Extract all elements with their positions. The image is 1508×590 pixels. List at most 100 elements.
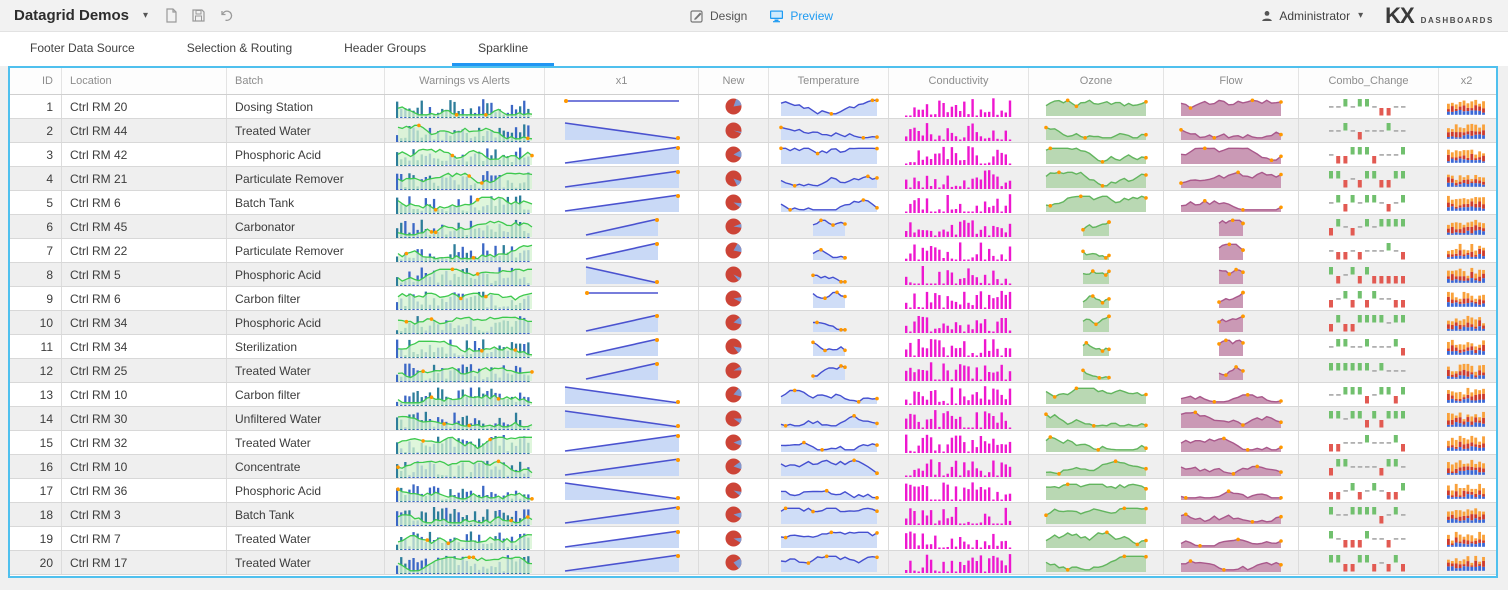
cell-new-sparkline[interactable] [699, 551, 769, 574]
cell-batch[interactable]: Phosphoric Acid [227, 263, 385, 286]
cell-new-sparkline[interactable] [699, 119, 769, 142]
cell-id[interactable]: 9 [10, 287, 62, 310]
cell-x1-sparkline[interactable] [545, 359, 699, 382]
cell-combo_change-sparkline[interactable] [1299, 527, 1439, 550]
cell-x2-sparkline[interactable] [1439, 383, 1494, 406]
cell-id[interactable]: 1 [10, 95, 62, 118]
table-row[interactable]: 15Ctrl RM 32Treated Water [10, 431, 1496, 455]
cell-conductivity-sparkline[interactable] [889, 191, 1029, 214]
cell-batch[interactable]: Treated Water [227, 551, 385, 574]
table-row[interactable]: 8Ctrl RM 5Phosphoric Acid [10, 263, 1496, 287]
cell-new-sparkline[interactable] [699, 167, 769, 190]
column-header-combo_change[interactable]: Combo_Change [1299, 68, 1439, 94]
cell-conductivity-sparkline[interactable] [889, 431, 1029, 454]
cell-batch[interactable]: Phosphoric Acid [227, 479, 385, 502]
cell-location[interactable]: Ctrl RM 3 [62, 503, 227, 526]
cell-batch[interactable]: Treated Water [227, 119, 385, 142]
cell-temperature-sparkline[interactable] [769, 239, 889, 262]
cell-batch[interactable]: Sterilization [227, 335, 385, 358]
cell-x2-sparkline[interactable] [1439, 407, 1494, 430]
cell-new-sparkline[interactable] [699, 383, 769, 406]
tab-selection-routing[interactable]: Selection & Routing [161, 32, 318, 66]
title-dropdown-icon[interactable]: ▾ [143, 10, 148, 21]
cell-x1-sparkline[interactable] [545, 143, 699, 166]
design-button[interactable]: Design [690, 9, 747, 23]
table-row[interactable]: 13Ctrl RM 10Carbon filter [10, 383, 1496, 407]
cell-flow-sparkline[interactable] [1164, 119, 1299, 142]
cell-warnings-sparkline[interactable] [385, 359, 545, 382]
table-row[interactable]: 10Ctrl RM 34Phosphoric Acid [10, 311, 1496, 335]
column-header-flow[interactable]: Flow [1164, 68, 1299, 94]
cell-temperature-sparkline[interactable] [769, 479, 889, 502]
cell-new-sparkline[interactable] [699, 455, 769, 478]
cell-x1-sparkline[interactable] [545, 239, 699, 262]
cell-location[interactable]: Ctrl RM 17 [62, 551, 227, 574]
cell-ozone-sparkline[interactable] [1029, 311, 1164, 334]
table-row[interactable]: 7Ctrl RM 22Particulate Remover [10, 239, 1496, 263]
cell-batch[interactable]: Particulate Remover [227, 239, 385, 262]
cell-temperature-sparkline[interactable] [769, 263, 889, 286]
cell-conductivity-sparkline[interactable] [889, 263, 1029, 286]
cell-flow-sparkline[interactable] [1164, 335, 1299, 358]
cell-ozone-sparkline[interactable] [1029, 479, 1164, 502]
cell-new-sparkline[interactable] [699, 143, 769, 166]
cell-new-sparkline[interactable] [699, 527, 769, 550]
preview-button[interactable]: Preview [769, 9, 833, 23]
cell-ozone-sparkline[interactable] [1029, 215, 1164, 238]
cell-warnings-sparkline[interactable] [385, 287, 545, 310]
cell-temperature-sparkline[interactable] [769, 383, 889, 406]
cell-ozone-sparkline[interactable] [1029, 143, 1164, 166]
cell-id[interactable]: 20 [10, 551, 62, 574]
cell-conductivity-sparkline[interactable] [889, 503, 1029, 526]
cell-combo_change-sparkline[interactable] [1299, 479, 1439, 502]
cell-new-sparkline[interactable] [699, 239, 769, 262]
cell-warnings-sparkline[interactable] [385, 263, 545, 286]
cell-warnings-sparkline[interactable] [385, 407, 545, 430]
column-header-batch[interactable]: Batch [227, 68, 385, 94]
cell-batch[interactable]: Carbon filter [227, 287, 385, 310]
cell-id[interactable]: 13 [10, 383, 62, 406]
cell-location[interactable]: Ctrl RM 5 [62, 263, 227, 286]
cell-ozone-sparkline[interactable] [1029, 527, 1164, 550]
cell-conductivity-sparkline[interactable] [889, 335, 1029, 358]
column-header-location[interactable]: Location [62, 68, 227, 94]
undo-icon[interactable] [218, 8, 233, 23]
new-document-icon[interactable] [164, 8, 179, 23]
table-row[interactable]: 1Ctrl RM 20Dosing Station [10, 95, 1496, 119]
cell-x2-sparkline[interactable] [1439, 95, 1494, 118]
cell-location[interactable]: Ctrl RM 6 [62, 191, 227, 214]
cell-combo_change-sparkline[interactable] [1299, 431, 1439, 454]
cell-location[interactable]: Ctrl RM 7 [62, 527, 227, 550]
cell-flow-sparkline[interactable] [1164, 311, 1299, 334]
table-row[interactable]: 6Ctrl RM 45Carbonator [10, 215, 1496, 239]
cell-ozone-sparkline[interactable] [1029, 551, 1164, 574]
cell-conductivity-sparkline[interactable] [889, 95, 1029, 118]
cell-warnings-sparkline[interactable] [385, 311, 545, 334]
cell-x2-sparkline[interactable] [1439, 527, 1494, 550]
table-row[interactable]: 4Ctrl RM 21Particulate Remover [10, 167, 1496, 191]
cell-warnings-sparkline[interactable] [385, 455, 545, 478]
cell-x2-sparkline[interactable] [1439, 431, 1494, 454]
cell-batch[interactable]: Particulate Remover [227, 167, 385, 190]
cell-x1-sparkline[interactable] [545, 311, 699, 334]
cell-batch[interactable]: Batch Tank [227, 191, 385, 214]
cell-x1-sparkline[interactable] [545, 551, 699, 574]
cell-combo_change-sparkline[interactable] [1299, 503, 1439, 526]
cell-id[interactable]: 10 [10, 311, 62, 334]
cell-flow-sparkline[interactable] [1164, 551, 1299, 574]
cell-location[interactable]: Ctrl RM 32 [62, 431, 227, 454]
cell-combo_change-sparkline[interactable] [1299, 239, 1439, 262]
column-header-x2[interactable]: x2 [1439, 68, 1494, 94]
cell-warnings-sparkline[interactable] [385, 119, 545, 142]
cell-new-sparkline[interactable] [699, 191, 769, 214]
cell-warnings-sparkline[interactable] [385, 503, 545, 526]
cell-conductivity-sparkline[interactable] [889, 239, 1029, 262]
column-header-x1[interactable]: x1 [545, 68, 699, 94]
cell-flow-sparkline[interactable] [1164, 407, 1299, 430]
cell-ozone-sparkline[interactable] [1029, 167, 1164, 190]
cell-combo_change-sparkline[interactable] [1299, 335, 1439, 358]
table-row[interactable]: 12Ctrl RM 25Treated Water [10, 359, 1496, 383]
cell-flow-sparkline[interactable] [1164, 263, 1299, 286]
cell-combo_change-sparkline[interactable] [1299, 263, 1439, 286]
cell-combo_change-sparkline[interactable] [1299, 407, 1439, 430]
